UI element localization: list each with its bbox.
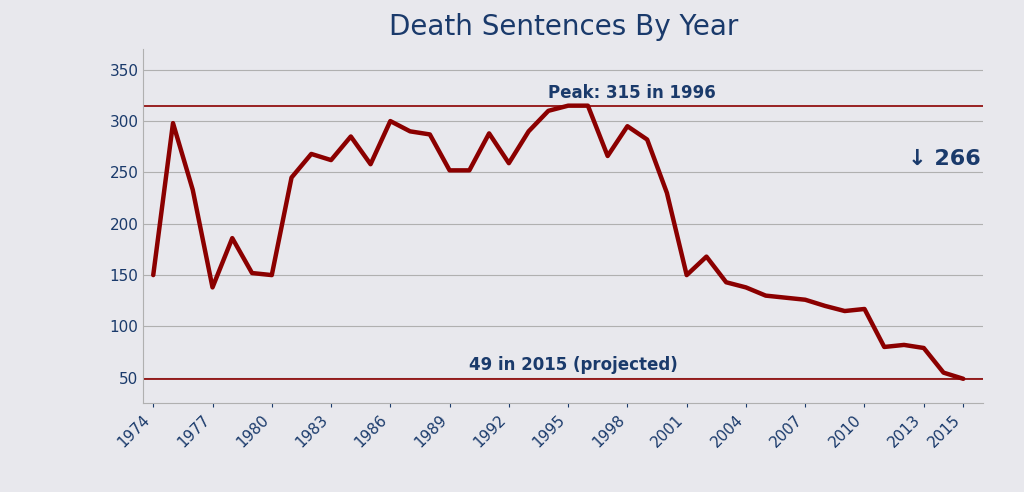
Text: ↓ 266: ↓ 266	[908, 149, 981, 169]
Text: 49 in 2015 (projected): 49 in 2015 (projected)	[469, 356, 678, 373]
Title: Death Sentences By Year: Death Sentences By Year	[388, 13, 738, 41]
Text: Peak: 315 in 1996: Peak: 315 in 1996	[549, 84, 716, 101]
